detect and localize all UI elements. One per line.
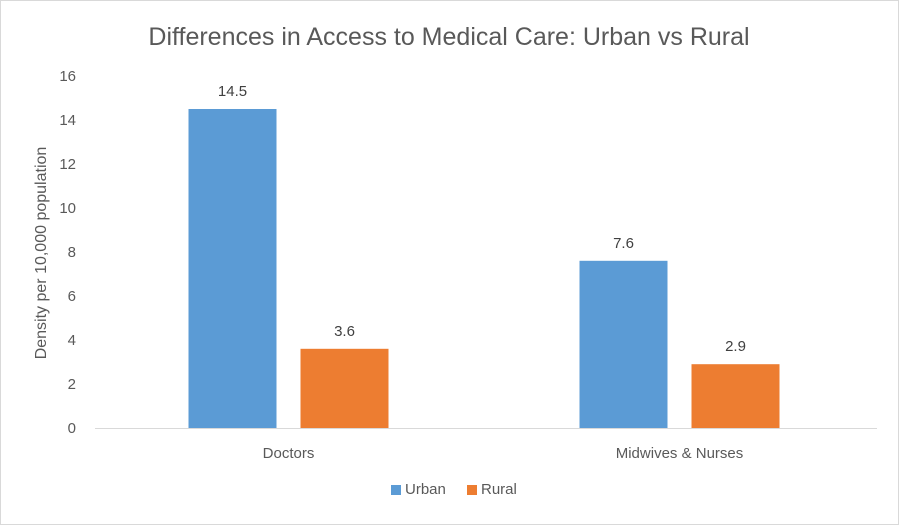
data-labels: 14.5 3.6 7.6 2.9 [218,83,746,355]
data-label: 2.9 [725,338,746,355]
y-tick-label: 14 [59,112,76,129]
data-label: 3.6 [334,323,355,340]
bar-urban-1 [188,109,277,428]
category-labels: Doctors Midwives & Nurses [263,445,744,462]
y-tick-label: 6 [68,288,76,305]
y-tick-label: 4 [68,332,76,349]
data-label: 7.6 [613,235,634,252]
y-axis-label: Density per 10,000 population [33,147,50,360]
legend: Urban Rural [391,481,517,498]
chart-title: Differences in Access to Medical Care: U… [148,23,749,51]
legend-label-urban: Urban [405,481,446,498]
legend-swatch-rural [467,485,477,495]
y-tick-label: 10 [59,200,76,217]
y-tick-label: 8 [68,244,76,261]
legend-swatch-urban [391,485,401,495]
bar-urban-2 [579,260,668,428]
legend-label-rural: Rural [481,481,517,498]
y-tick-label: 0 [68,420,76,437]
y-tick-label: 2 [68,376,76,393]
y-tick-label: 16 [59,68,76,85]
bar-rural-1 [300,348,389,428]
y-tick-label: 12 [59,156,76,173]
data-label: 14.5 [218,83,247,100]
bar-rural-2 [691,364,780,428]
category-label: Midwives & Nurses [616,445,744,462]
y-tick-labels: 0 2 4 6 8 10 12 14 16 [59,68,76,437]
bars [188,109,780,428]
category-label: Doctors [263,445,315,462]
